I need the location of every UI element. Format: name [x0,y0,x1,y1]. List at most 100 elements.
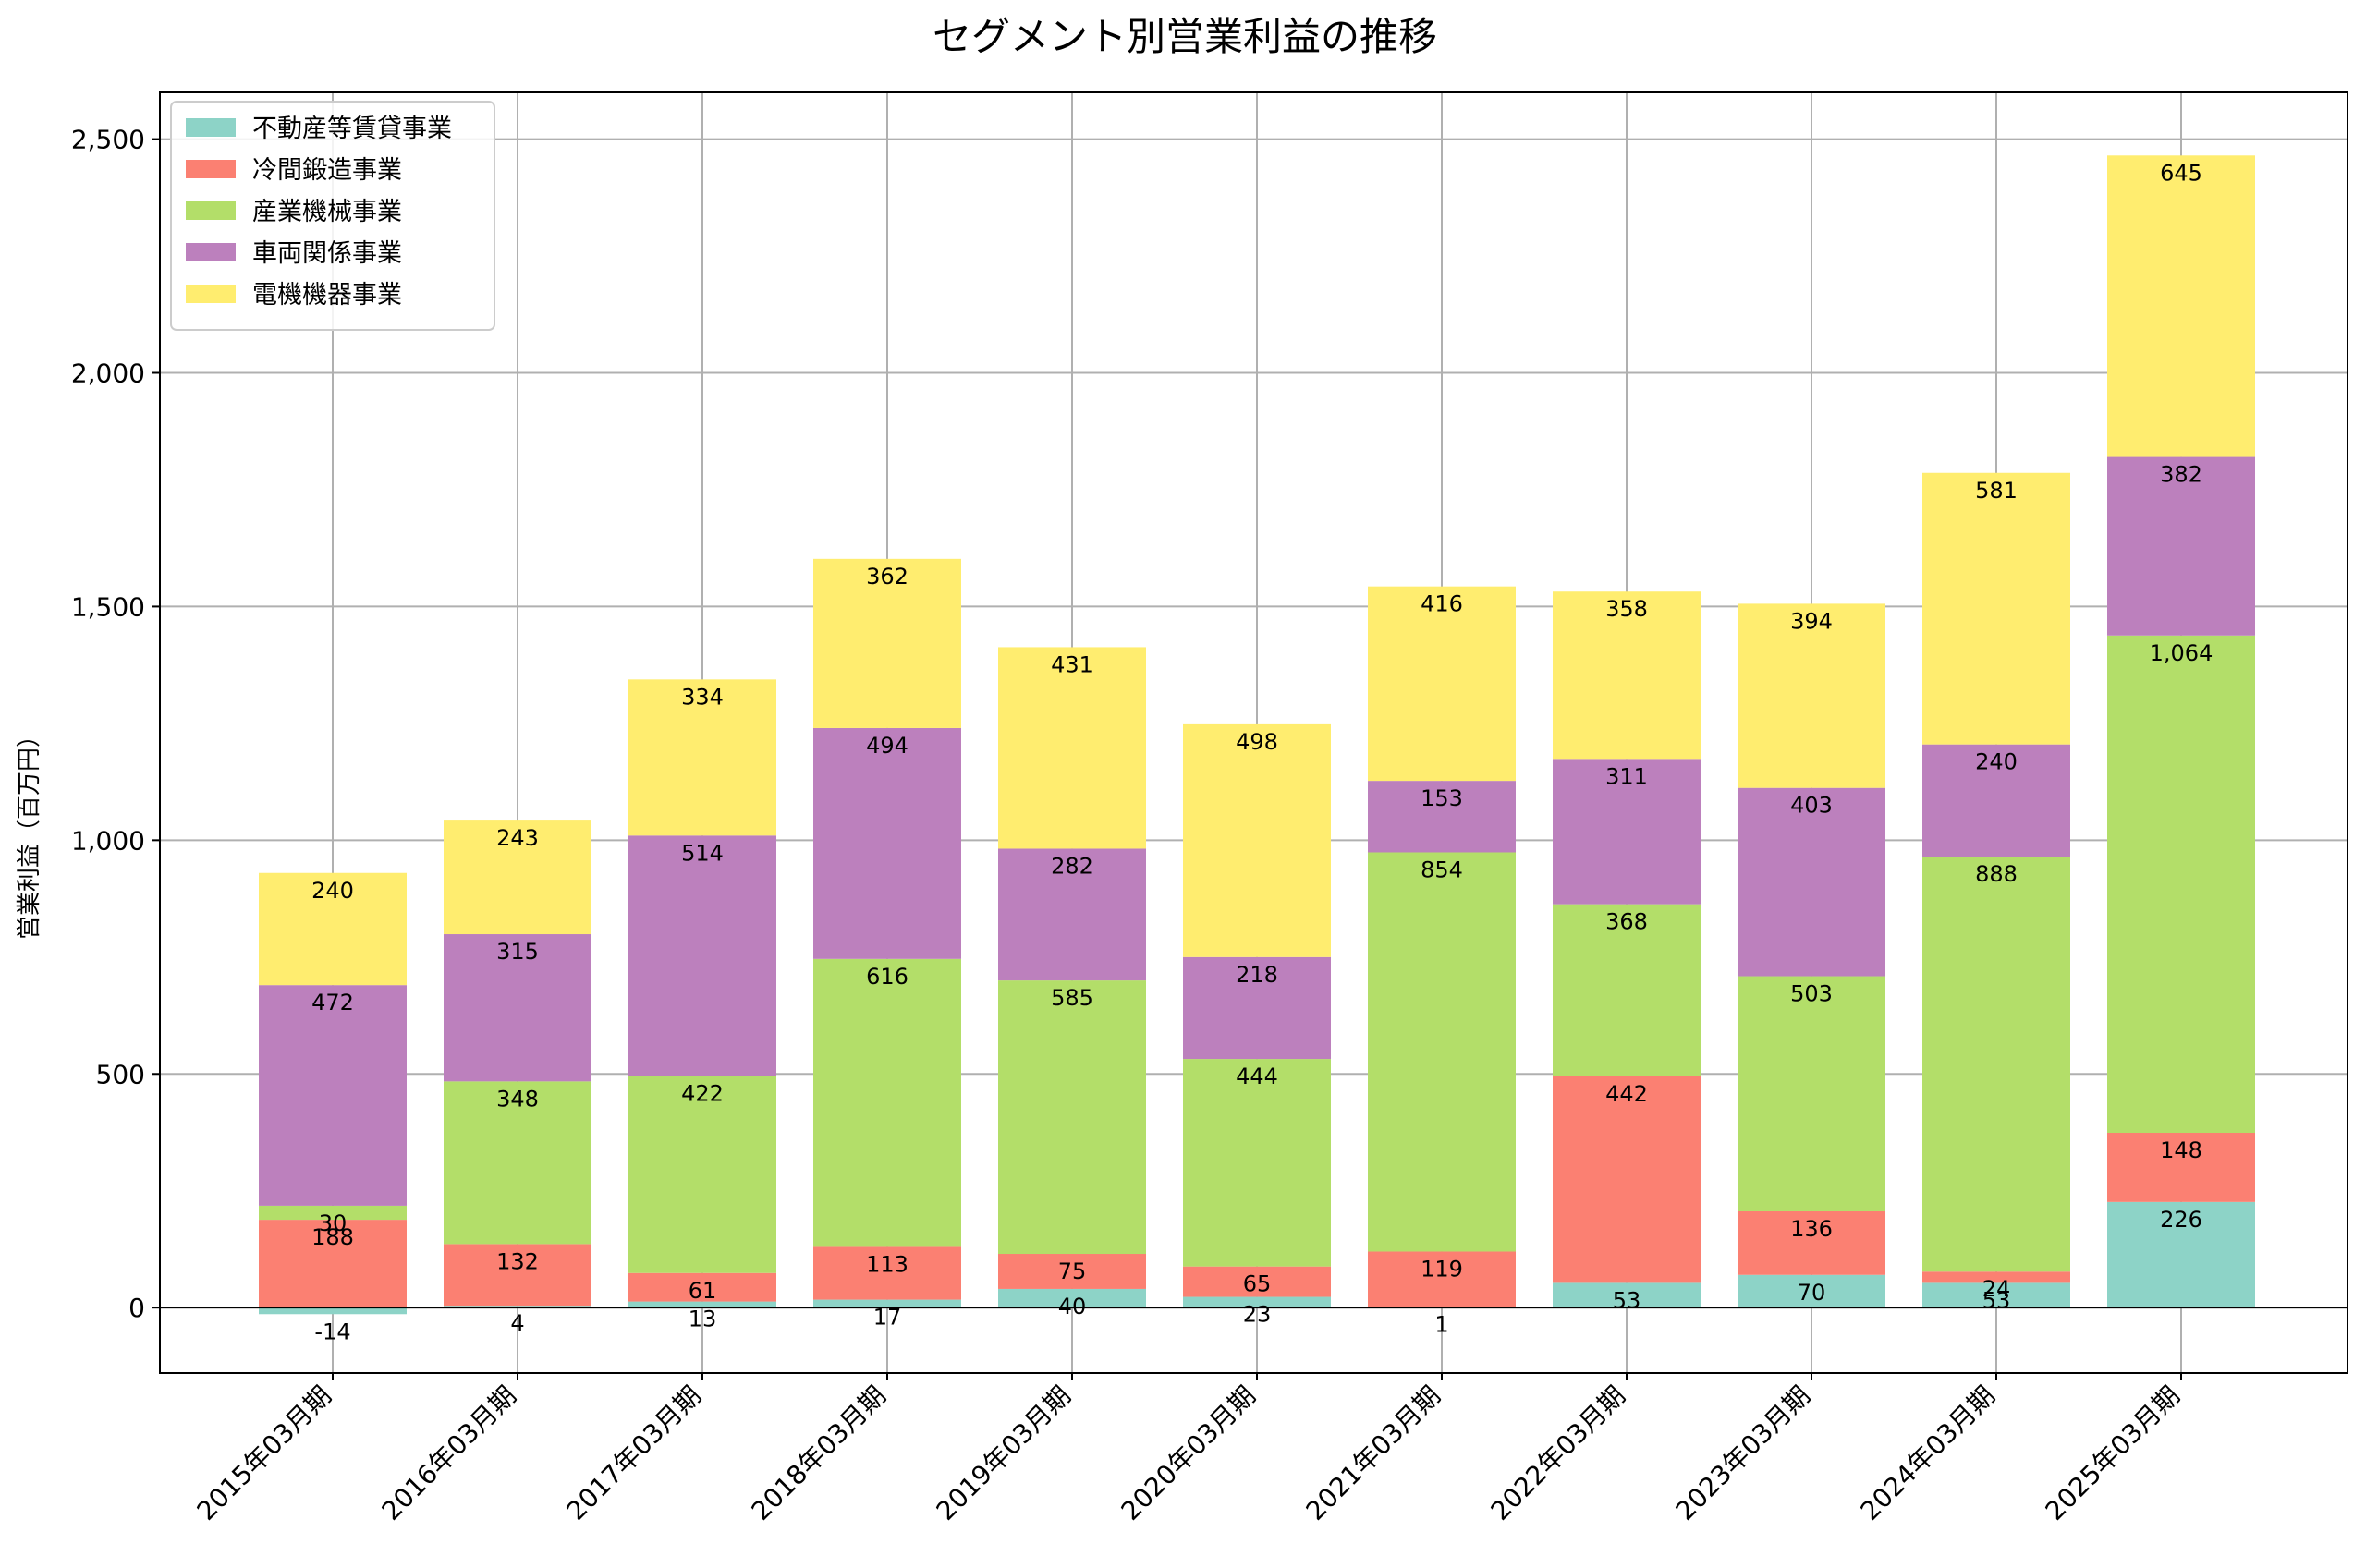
x-tick-label: 2016年03月期 [376,1380,522,1526]
bar-segment [259,985,407,1206]
bar-segment [998,647,1146,849]
data-label: 362 [866,564,909,590]
data-label: 13 [689,1307,717,1332]
data-label: 498 [1236,729,1278,755]
data-label: 854 [1421,857,1463,882]
bar-segment [998,1288,1146,1308]
bar-segment [628,679,776,836]
bar-segment [1368,781,1516,853]
bar-segment [1183,1266,1331,1297]
bar-segment [1368,586,1516,782]
data-label: 136 [1790,1216,1833,1242]
bar-segment [1553,904,1701,1076]
data-label: 75 [1058,1258,1087,1284]
data-label: 368 [1605,909,1648,935]
x-tick-label: 2017年03月期 [561,1380,707,1526]
data-label: 315 [496,939,539,965]
bar-segment [628,1272,776,1302]
bar-segment [1553,1282,1701,1308]
legend-swatch [186,201,236,220]
x-tick-label: 2024年03月期 [1855,1380,2001,1526]
bar-segment [813,1299,961,1308]
bar-segment [813,727,961,959]
data-label: 645 [2160,160,2202,186]
data-label: 431 [1051,651,1093,677]
bar-segment [1183,1059,1331,1267]
data-label: 40 [1058,1294,1087,1319]
bar-segment [1738,1210,1885,1275]
bar-segment [998,848,1146,981]
legend-label: 電機機器事業 [252,281,402,310]
data-label: 53 [1613,1287,1641,1313]
x-tick-label: 2021年03月期 [1300,1380,1446,1526]
bar-segment [1553,759,1701,905]
data-label: 1 [1434,1312,1448,1338]
legend-label: 不動産等賃貸事業 [252,115,452,143]
data-label: 334 [681,684,724,710]
data-label: 403 [1790,793,1833,819]
data-labels: -141883047224041323483152431361422514334… [311,160,2213,1344]
data-label: 65 [1243,1271,1272,1297]
data-label: 888 [1975,861,2018,887]
data-label: 444 [1236,1064,1278,1089]
data-label: 585 [1051,985,1093,1011]
data-label: -14 [314,1319,350,1344]
bar-segment [444,1244,592,1307]
bar-segment [1922,857,2070,1272]
y-tick-label: 500 [96,1059,145,1089]
bar-segment [628,835,776,1076]
y-tick-label: 1,000 [71,825,145,856]
data-label: 17 [873,1305,902,1331]
data-label: 240 [311,878,354,904]
legend-swatch [186,160,236,178]
bar-segment [628,1301,776,1308]
plot-area-frame [159,91,2348,1374]
bar-segment [1922,744,2070,857]
bar-segment [1368,1251,1516,1307]
data-label: 119 [1421,1256,1463,1282]
legend-label: 車両関係事業 [252,239,402,268]
y-tick-label: 2,000 [71,359,145,389]
bars [259,155,2255,1315]
bar-segment [628,1076,776,1273]
bar-segment [1922,1271,2070,1283]
y-tick-label: 1,500 [71,591,145,622]
bar-segment [1738,1274,1885,1308]
data-label: 70 [1798,1280,1826,1306]
bar-segment [998,980,1146,1255]
data-label: 226 [2160,1207,2202,1233]
data-label: 243 [496,825,539,851]
bar-segment [1183,956,1331,1060]
data-label: 30 [319,1210,348,1236]
x-axis-ticks: 2015年03月期 2016年03月期 2017年03月期 2018年03月期 2019… [191,1373,2186,1526]
x-tick-label: 2025年03月期 [2040,1380,2186,1526]
legend-label: 冷間鍛造事業 [252,156,402,185]
bar-segment [1738,976,1885,1211]
data-label: 358 [1605,596,1648,622]
bar-segment [1183,723,1331,957]
bar-segment [2107,1132,2255,1202]
y-axis-ticks: 0 500 1,000 1,500 2,000 2,500 [71,125,160,1323]
data-label: 153 [1421,785,1463,811]
data-label: 311 [1605,763,1648,789]
data-label: 382 [2160,462,2202,488]
legend-swatch [186,243,236,261]
bar-segment [259,872,407,986]
bar-segment [1922,472,2070,745]
data-label: 503 [1790,981,1833,1007]
bar-segment [1368,852,1516,1252]
data-label: 472 [311,990,354,1015]
bar-segment [813,558,961,728]
data-label: 1,064 [2150,640,2214,666]
bar-segment [2107,155,2255,457]
bar-segment [1553,591,1701,760]
legend-label: 産業機械事業 [252,198,402,226]
data-label: 348 [496,1086,539,1112]
bar-segment [444,820,592,935]
data-label: 148 [2160,1137,2202,1163]
legend-swatch [186,118,236,137]
bar-segment [1922,1282,2070,1308]
bar-segment [1183,1296,1331,1308]
